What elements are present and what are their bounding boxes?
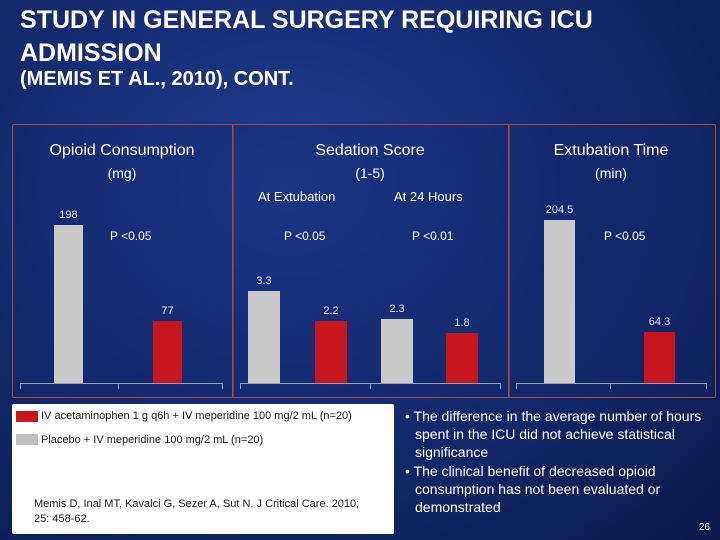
bar-opioid-iv-acetaminophen xyxy=(153,321,182,383)
baseline-tick xyxy=(370,383,371,389)
group-label-at-24-hours: At 24 Hours xyxy=(394,189,463,204)
slide-subtitle: (MEMIS ET AL., 2010), CONT. xyxy=(20,68,294,90)
data-label-extubation-iv-acetaminophen: 64.3 xyxy=(648,316,671,328)
data-label-sedation-24h-iv-acetaminophen: 1.8 xyxy=(454,317,470,329)
bullet-text: The difference in the average number of … xyxy=(413,408,702,460)
bar-sedation-extubation-iv-acetaminophen xyxy=(315,321,347,383)
chart-title-sedation: Sedation Score xyxy=(315,142,425,159)
bar-sedation-24h-placebo xyxy=(381,319,413,383)
baseline-tick xyxy=(20,383,21,389)
baseline-opioid xyxy=(20,383,222,384)
baseline-tick xyxy=(516,383,517,389)
chart-title-opioid: Opioid Consumption xyxy=(49,142,195,159)
chart-panel-opioid xyxy=(12,124,234,398)
bar-extubation-placebo xyxy=(544,220,575,383)
p-value-opioid: P <0.05 xyxy=(110,229,152,243)
bullet-item: • The difference in the average number o… xyxy=(405,408,702,460)
data-label-opioid-iv-acetaminophen: 77 xyxy=(161,305,174,317)
page-number: 26 xyxy=(698,522,710,533)
bar-opioid-placebo xyxy=(54,225,83,383)
data-label-sedation-extubation-placebo: 3.3 xyxy=(256,275,272,287)
data-label-sedation-24h-placebo: 2.3 xyxy=(389,303,405,315)
chart-panel-extubation xyxy=(508,124,716,398)
legend-label-placebo: Placebo + IV meperidine 100 mg/2 mL (n=2… xyxy=(41,434,264,446)
baseline-extubation xyxy=(516,383,706,384)
bar-sedation-24h-iv-acetaminophen xyxy=(446,333,478,383)
chart-unit-extubation: (min) xyxy=(595,165,627,181)
slide-title: STUDY IN GENERAL SURGERY REQUIRING ICU A… xyxy=(20,6,593,67)
bullet-item: • The clinical benefit of decreased opio… xyxy=(405,463,661,515)
bar-sedation-extubation-placebo xyxy=(248,291,280,383)
p-value-extubation: P <0.05 xyxy=(604,229,646,243)
p-value-sedation-24h: P <0.01 xyxy=(412,229,454,243)
baseline-tick xyxy=(118,383,119,389)
p-value-sedation-extubation: P <0.05 xyxy=(284,229,326,243)
legend-swatch-placebo xyxy=(16,434,38,445)
data-label-opioid-placebo: 198 xyxy=(59,209,78,221)
citation: Memis D, Inal MT, Kavalci G, Sezer A, Su… xyxy=(34,498,360,525)
legend-label-iv-acetaminophen: IV acetaminophen 1 g q6h + IV meperidine… xyxy=(41,410,352,422)
bar-extubation-iv-acetaminophen xyxy=(644,332,675,383)
data-label-extubation-placebo: 204.5 xyxy=(545,204,574,216)
data-label-sedation-extubation-iv-acetaminophen: 2.2 xyxy=(323,305,339,317)
baseline-tick xyxy=(222,383,223,389)
bullet-list: • The difference in the average number o… xyxy=(401,407,711,517)
chart-unit-sedation: (1-5) xyxy=(355,165,385,181)
baseline-tick xyxy=(240,383,241,389)
legend-swatch-iv-acetaminophen xyxy=(16,411,38,422)
chart-title-extubation: Extubation Time xyxy=(553,142,669,159)
bullet-text: The clinical benefit of decreased opioid… xyxy=(413,463,661,515)
baseline-tick xyxy=(610,383,611,389)
baseline-tick xyxy=(500,383,501,389)
baseline-tick xyxy=(706,383,707,389)
chart-unit-opioid: (mg) xyxy=(107,165,137,181)
legend-box xyxy=(12,404,394,534)
group-label-at-extubation: At Extubation xyxy=(258,189,336,204)
